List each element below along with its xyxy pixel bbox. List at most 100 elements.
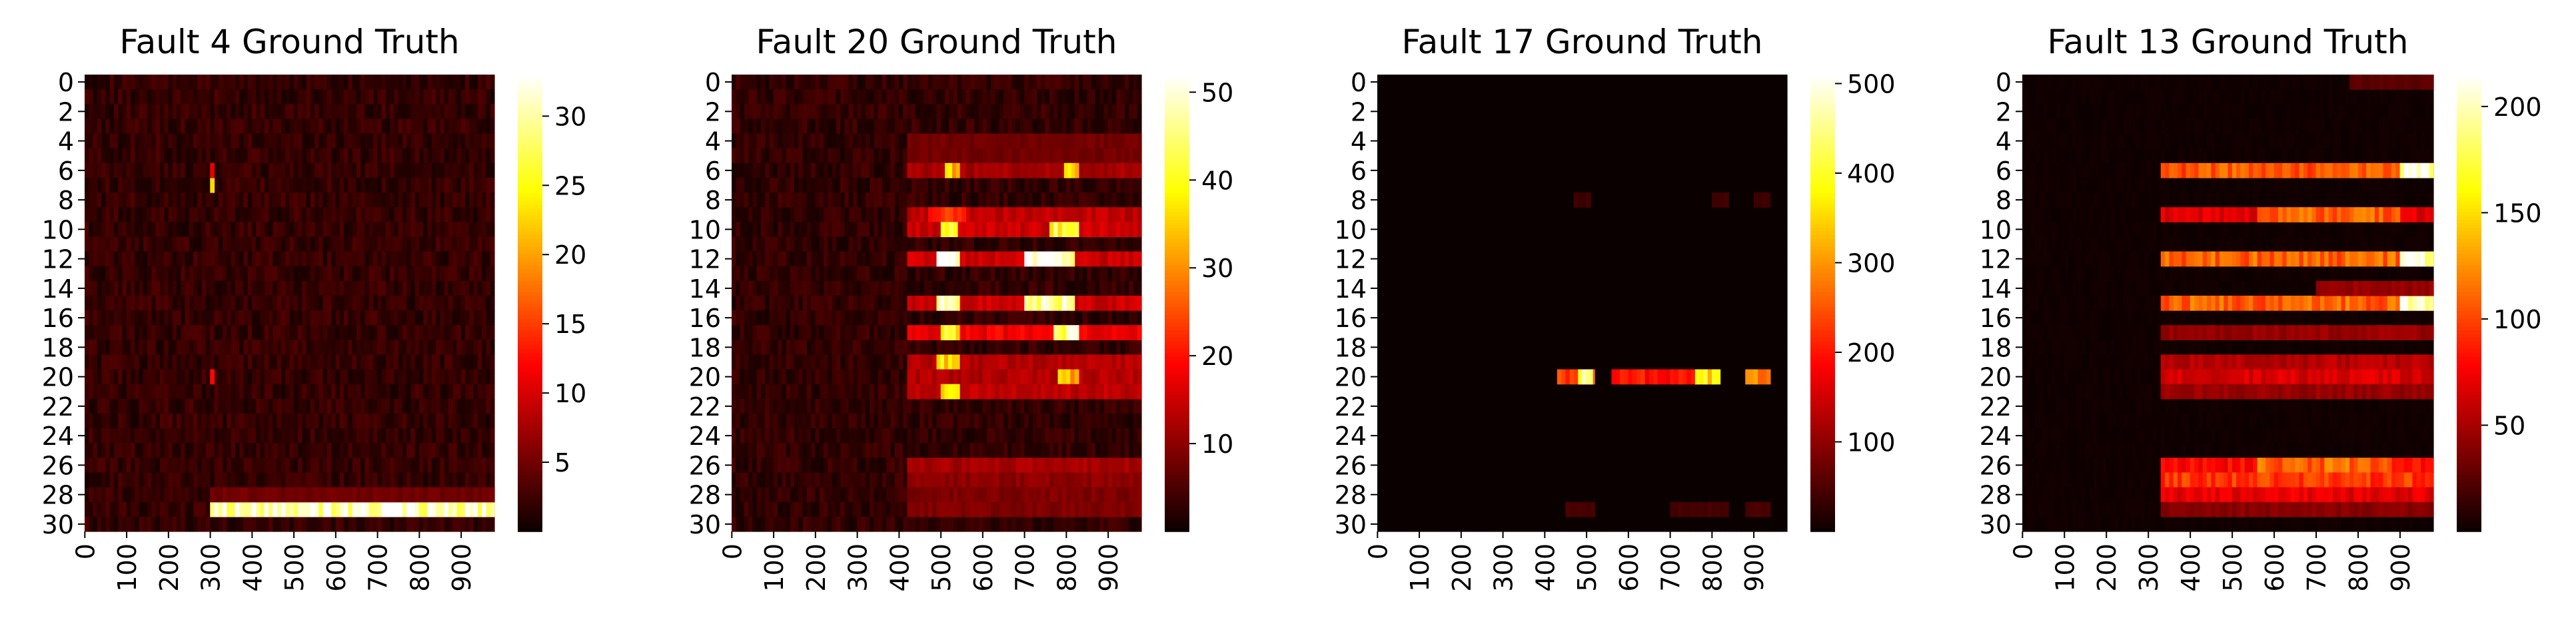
heatmap-cell	[1103, 75, 1109, 90]
heatmap-cell	[752, 89, 758, 105]
heatmap-cell	[335, 295, 340, 311]
heatmap-cell	[1107, 104, 1113, 119]
heatmap-cell	[469, 428, 474, 444]
heatmap-feature	[356, 501, 361, 517]
heatmap-cell	[991, 192, 995, 208]
heatmap-cell	[890, 207, 896, 222]
heatmap-cell	[928, 236, 933, 252]
heatmap-cell	[306, 472, 311, 488]
heatmap-cell	[223, 251, 227, 267]
colorbar-segment	[518, 151, 542, 155]
heatmap-cell	[118, 354, 123, 370]
heatmap-cell	[193, 192, 199, 208]
heatmap-cell	[126, 266, 131, 282]
heatmap-cell	[903, 177, 908, 193]
heatmap-cell	[368, 162, 374, 178]
heatmap-cell	[193, 369, 199, 385]
heatmap-cell	[214, 340, 219, 356]
heatmap-cell	[101, 428, 106, 444]
heatmap-cell	[260, 266, 265, 282]
heatmap-cell	[97, 340, 102, 356]
heatmap-cell	[778, 310, 782, 326]
heatmap-cell	[143, 516, 148, 532]
heatmap-cell	[218, 398, 223, 414]
heatmap-cell	[778, 162, 782, 178]
heatmap-cell	[293, 236, 299, 252]
heatmap-cell	[732, 177, 736, 193]
heatmap-cell	[978, 177, 983, 193]
heatmap-cell	[1028, 266, 1033, 282]
heatmap-cell	[920, 177, 925, 193]
heatmap-cell	[903, 236, 908, 252]
heatmap-cell	[419, 458, 424, 474]
heatmap-cell	[131, 89, 135, 105]
colorbar-segment	[518, 147, 542, 152]
colorbar-segment	[518, 200, 542, 205]
heatmap-cell	[227, 295, 232, 311]
heatmap-cell	[828, 222, 833, 238]
heatmap-cell	[748, 89, 753, 105]
heatmap-cell	[159, 340, 165, 356]
heatmap-cell	[819, 177, 824, 193]
heatmap-cell	[962, 280, 967, 296]
heatmap-cell	[247, 222, 253, 238]
heatmap-cell	[1045, 280, 1050, 296]
heatmap-cell	[436, 280, 441, 296]
heatmap-cell	[155, 310, 161, 326]
heatmap-feature	[477, 487, 482, 503]
heatmap-cell	[151, 133, 157, 149]
heatmap-cell	[886, 310, 892, 326]
heatmap-cell	[752, 222, 758, 238]
heatmap-cell	[995, 177, 1000, 193]
heatmap-cell	[1078, 89, 1083, 105]
heatmap-cell	[189, 501, 194, 517]
heatmap-cell	[139, 251, 144, 267]
heatmap-cell	[147, 458, 153, 474]
heatmap-cell	[322, 75, 328, 90]
heatmap-cell	[302, 266, 307, 282]
heatmap-cell	[1129, 104, 1134, 119]
heatmap-cell	[419, 207, 424, 222]
heatmap-feature	[486, 501, 491, 517]
heatmap-cell	[264, 295, 269, 311]
heatmap-cell	[298, 222, 303, 238]
heatmap-cell	[398, 89, 403, 105]
heatmap-cell	[790, 236, 795, 252]
heatmap-cell	[769, 133, 774, 149]
heatmap-cell	[269, 413, 273, 429]
heatmap-cell	[214, 443, 219, 458]
heatmap-cell	[752, 251, 758, 267]
heatmap-cell	[85, 295, 89, 311]
heatmap-cell	[824, 207, 828, 222]
heatmap-cell	[966, 177, 971, 193]
heatmap-cell	[85, 443, 89, 458]
heatmap-cell	[172, 354, 177, 370]
heatmap-cell	[344, 428, 348, 444]
heatmap-cell	[306, 413, 311, 429]
heatmap-feature	[444, 487, 449, 503]
heatmap-cell	[285, 236, 291, 252]
heatmap-cell	[798, 266, 804, 282]
heatmap-cell	[177, 369, 181, 385]
heatmap-cell	[477, 251, 482, 267]
heatmap-cell	[277, 133, 282, 149]
heatmap-cell	[85, 162, 89, 178]
heatmap-cell	[322, 192, 328, 208]
heatmap-cell	[890, 104, 896, 119]
heatmap-cell	[1095, 104, 1100, 119]
heatmap-cell	[448, 236, 453, 252]
heatmap-cell	[385, 413, 390, 429]
heatmap-cell	[193, 516, 199, 532]
heatmap-cell	[151, 384, 157, 400]
heatmap-cell	[302, 280, 307, 296]
heatmap-cell	[870, 295, 874, 311]
heatmap-cell	[452, 325, 458, 340]
heatmap-cell	[339, 516, 344, 532]
heatmap-cell	[260, 398, 265, 414]
heatmap-cell	[406, 428, 412, 444]
heatmap-cell	[473, 177, 478, 193]
heatmap-cell	[177, 207, 181, 222]
heatmap-cell	[999, 280, 1004, 296]
heatmap-cell	[1061, 266, 1067, 282]
heatmap-cell	[932, 266, 938, 282]
